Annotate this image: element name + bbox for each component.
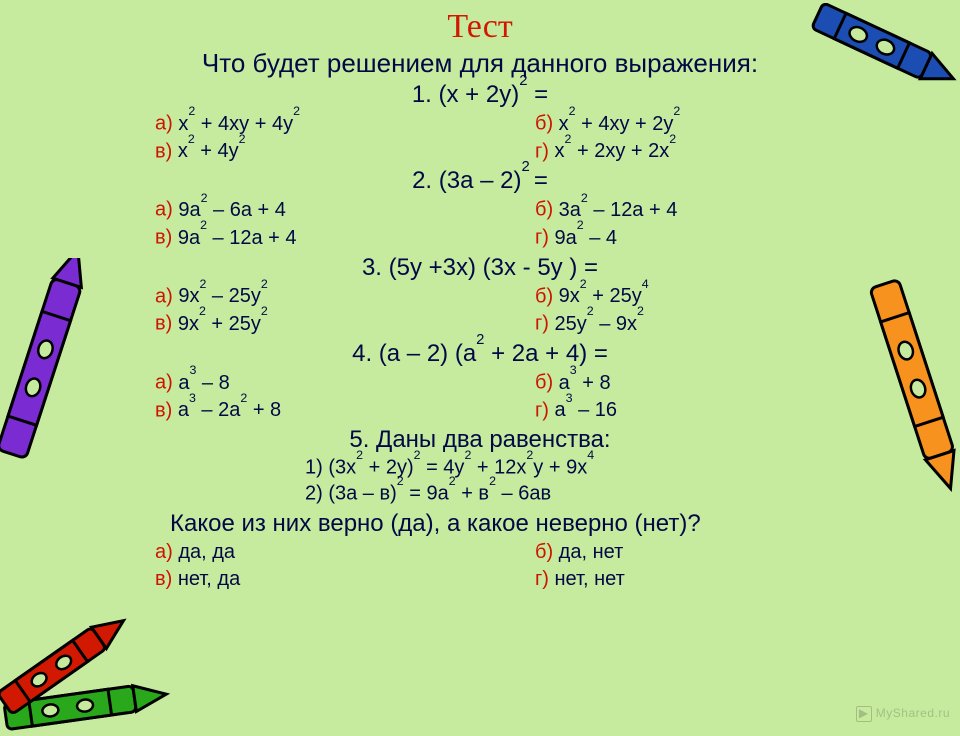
answer-option: в) a3 – 2a2 + 8 (100, 397, 480, 425)
crayon-blue-top-right (800, 3, 960, 93)
question-4-head: 4. (a – 2) (a2 + 2a + 4) = (0, 340, 960, 368)
answer-option: а) 9a2 – 6a + 4 (100, 196, 480, 224)
answer-option: а) 9x2 – 25y2 (100, 283, 480, 311)
option-label: б) (535, 199, 559, 221)
answer-option: г) 25y2 – 9x2 (480, 310, 860, 338)
option-text: a3 – 16 (555, 399, 618, 421)
question-5-options: а) да, даб) да, нетв) нет, даг) нет, нет (100, 539, 860, 593)
option-label: г) (535, 140, 555, 162)
crayon-orange-right (865, 258, 960, 518)
answer-option: в) x2 + 4y2 (100, 138, 480, 166)
option-text: да, да (178, 541, 235, 563)
option-text: 9x2 + 25y2 (178, 313, 268, 335)
option-label: б) (535, 285, 559, 307)
option-text: 9x2 + 25y4 (559, 285, 649, 307)
option-label: б) (535, 113, 559, 135)
answer-option: а) да, да (100, 539, 480, 566)
option-label: а) (155, 372, 178, 394)
option-label: г) (535, 568, 555, 590)
option-text: 9x2 – 25y2 (178, 285, 267, 307)
option-label: б) (535, 541, 559, 563)
answer-option: в) нет, да (100, 566, 480, 593)
option-label: в) (155, 140, 178, 162)
option-text: a3 – 2a2 + 8 (178, 399, 281, 421)
option-text: 9a2 – 12a + 4 (178, 227, 297, 249)
answer-option: б) 3a2 – 12a + 4 (480, 196, 860, 224)
option-text: x2 + 4xy + 2y2 (559, 113, 681, 135)
answer-option: б) 9x2 + 25y4 (480, 283, 860, 311)
crayon-purple-left (0, 258, 90, 518)
option-text: x2 + 4y2 (178, 140, 246, 162)
option-text: a3 – 8 (178, 372, 229, 394)
option-text: x2 + 2xy + 2x2 (555, 140, 677, 162)
option-text: нет, нет (555, 568, 625, 590)
answer-option: в) 9a2 – 12a + 4 (100, 224, 480, 252)
option-label: в) (155, 227, 178, 249)
question-2-options: а) 9a2 – 6a + 4б) 3a2 – 12a + 4в) 9a2 – … (100, 196, 860, 251)
answer-option: г) x2 + 2xy + 2x2 (480, 138, 860, 166)
question-3-head: 3. (5y +3x) (3x - 5y ) = (0, 254, 960, 282)
option-label: в) (155, 399, 178, 421)
option-label: в) (155, 313, 178, 335)
question-3-options: а) 9x2 – 25y2б) 9x2 + 25y4в) 9x2 + 25y2г… (100, 283, 860, 338)
answer-option: б) a3 + 8 (480, 369, 860, 397)
option-label: б) (535, 372, 559, 394)
option-label: а) (155, 199, 178, 221)
option-label: а) (155, 113, 178, 135)
option-label: в) (155, 568, 178, 590)
question-5-ask: Какое из них верно (да), а какое неверно… (70, 510, 890, 538)
answer-option: г) 9a2 – 4 (480, 224, 860, 252)
answer-option: а) x2 + 4xy + 4y2 (100, 110, 480, 138)
question-5-eq1: 1) (3x2 + 2y)2 = 4y2 + 12x2y + 9x4 (100, 455, 860, 480)
question-5-eq2: 2) (3а – в)2 = 9а2 + в2 – 6ав (100, 481, 860, 506)
question-2-head: 2. (3a – 2)2 = (0, 167, 960, 195)
answer-option: б) да, нет (480, 539, 860, 566)
answer-option: а) a3 – 8 (100, 369, 480, 397)
option-text: нет, да (178, 568, 240, 590)
answer-option: в) 9x2 + 25y2 (100, 310, 480, 338)
option-text: 25y2 – 9x2 (555, 313, 644, 335)
crayon-group-bottom-left (0, 616, 195, 736)
answer-option: г) a3 – 16 (480, 397, 860, 425)
option-label: г) (535, 313, 555, 335)
option-label: а) (155, 285, 178, 307)
question-4-options: а) a3 – 8б) a3 + 8в) a3 – 2a2 + 8г) a3 –… (100, 369, 860, 424)
answer-option: г) нет, нет (480, 566, 860, 593)
option-text: 9a2 – 4 (555, 227, 618, 249)
option-label: а) (155, 541, 178, 563)
option-label: г) (535, 399, 555, 421)
option-text: да, нет (559, 541, 624, 563)
option-label: г) (535, 227, 555, 249)
question-1-options: а) x2 + 4xy + 4y2 б) x2 + 4xy + 2y2 в) x2 … (100, 110, 860, 165)
option-text: 9a2 – 6a + 4 (178, 199, 286, 221)
question-5-head: 5. Даны два равенства: (0, 426, 960, 454)
